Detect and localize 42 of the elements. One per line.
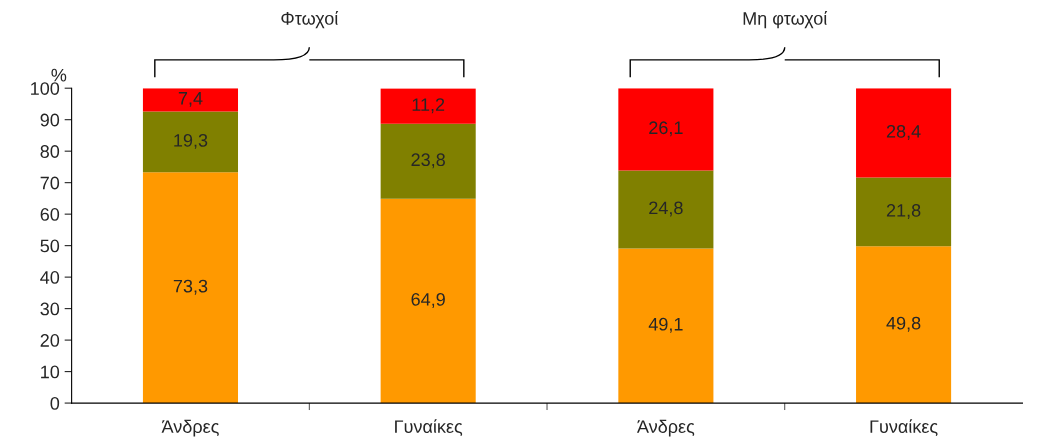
bar xyxy=(380,198,476,404)
text: Μη φτωχοί xyxy=(743,11,828,29)
y-tick-label: 20 xyxy=(40,334,60,347)
data-label: 11,2 xyxy=(412,98,445,114)
data-label: 28,4 xyxy=(886,124,921,140)
bar xyxy=(856,246,952,404)
bar xyxy=(142,172,239,404)
data-label: 23,8 xyxy=(411,153,445,169)
bar xyxy=(618,88,714,171)
data-label: 21,8 xyxy=(886,204,921,219)
text: Φτωχοί xyxy=(281,11,339,29)
bar xyxy=(142,88,239,112)
y-tick-label: 0 xyxy=(50,397,60,410)
y-tick-label: 90 xyxy=(40,113,60,127)
bar xyxy=(142,111,239,173)
y-tick-label: 30 xyxy=(40,302,60,316)
data-label: 64,9 xyxy=(411,292,445,308)
data-label: 19,3 xyxy=(174,133,208,149)
bar xyxy=(380,123,476,199)
bar xyxy=(618,248,714,404)
bar xyxy=(380,88,476,124)
bar xyxy=(856,177,952,247)
y-tick-label: 80 xyxy=(40,145,60,158)
data-label: 49,8 xyxy=(886,316,921,332)
data-label: 73,3 xyxy=(173,279,208,295)
x-tick-label: Γυναίκες xyxy=(870,419,938,436)
data-label: 7,4 xyxy=(178,92,203,107)
x-tick-label: Άνδρες xyxy=(161,419,219,437)
bar xyxy=(856,88,952,178)
y-tick-label: 60 xyxy=(40,208,60,221)
x-tick-label: Γυναίκες xyxy=(395,419,463,436)
bar xyxy=(618,170,714,249)
x-tick-label: Άνδρες xyxy=(637,419,695,437)
y-tick-label: 10 xyxy=(41,365,60,379)
y-tick-label: 100 xyxy=(31,82,60,95)
data-label: 24,8 xyxy=(649,201,683,217)
data-label: 26,1 xyxy=(649,121,683,137)
y-tick-label: 50 xyxy=(40,239,60,253)
y-tick-label: 40 xyxy=(40,271,60,284)
y-tick-label: 70 xyxy=(40,176,60,190)
y-axis-title: % xyxy=(51,68,67,82)
data-label: 49,1 xyxy=(648,317,683,333)
